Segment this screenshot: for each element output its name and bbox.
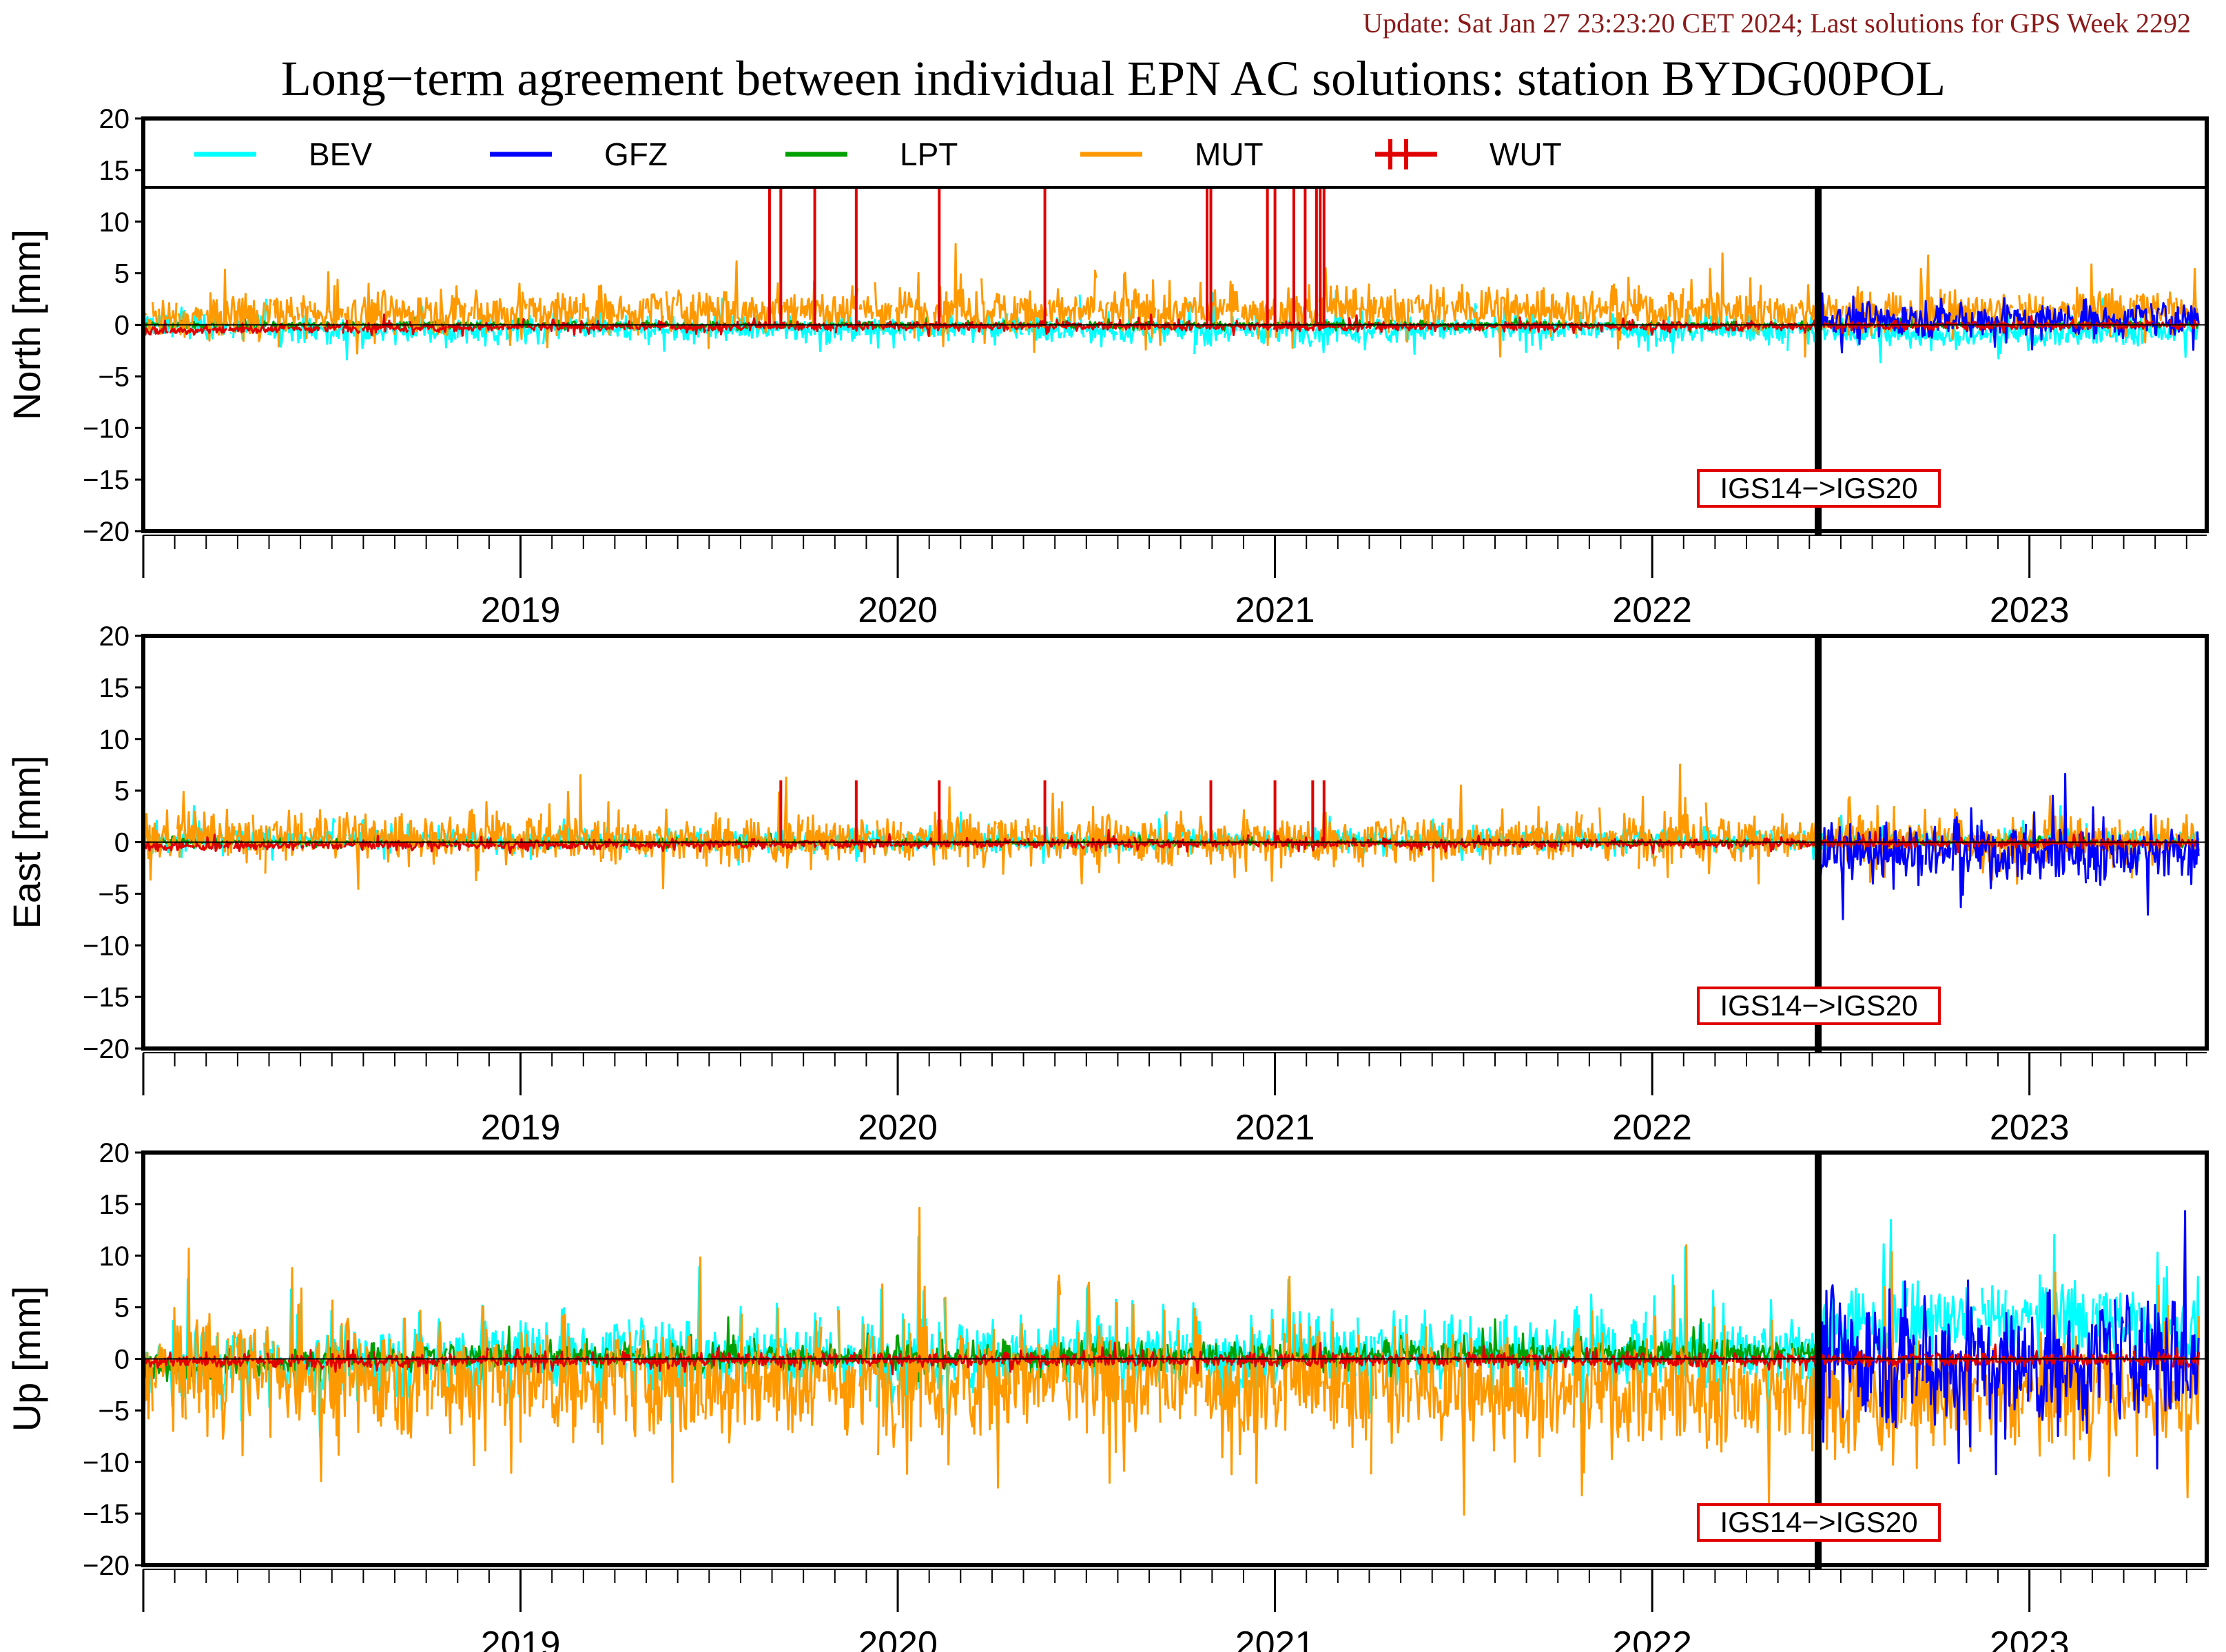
y-tick-label: −5: [98, 879, 130, 909]
y-tick-label: 0: [114, 311, 130, 341]
x-tick-label: 2022: [1612, 1108, 1692, 1148]
x-tick-label: 2020: [858, 1108, 938, 1148]
y-tick-label: 15: [99, 1190, 130, 1220]
legend-label-mut: MUT: [1195, 136, 1264, 172]
y-tick-label: −5: [98, 1396, 130, 1426]
panel-frame: [141, 1150, 2209, 1567]
series-mut: [143, 763, 2201, 890]
panel-frame: [141, 634, 2209, 1051]
frame-change-box: [1697, 1503, 1941, 1542]
x-tick-label: 2019: [481, 1108, 561, 1148]
frame-change-label: IGS14−>IGS20: [1720, 472, 1917, 504]
x-tick-label: 2021: [1235, 1108, 1315, 1148]
y-tick-label: 20: [99, 621, 130, 652]
frame-change-box: [1697, 469, 1941, 508]
x-tick-label: 2021: [1235, 590, 1315, 630]
y-tick-label: −15: [83, 982, 130, 1013]
y-tick-label: 10: [99, 1241, 130, 1272]
y-tick-label: −5: [98, 362, 130, 392]
frame-change-label: IGS14−>IGS20: [1720, 989, 1917, 1022]
y-tick-label: −15: [83, 1499, 130, 1529]
panel-0: 20 15 10 5 0 −5 −10 −15 −20 North [mm] 2019 2020 202…: [5, 104, 2209, 630]
x-tick-label: 2020: [858, 1624, 938, 1652]
legend: BEV GFZ LPT MUT WUT: [143, 118, 2207, 189]
series-gfz: [1817, 292, 2200, 353]
series-group: [143, 1206, 2201, 1516]
y-tick-label: −20: [83, 1551, 130, 1581]
x-tick-label: 2019: [481, 1624, 561, 1652]
y-tick-label: 20: [99, 104, 130, 134]
frame-change-box: [1697, 987, 1941, 1025]
y-tick-label: −20: [83, 517, 130, 547]
x-tick-label: 2023: [1990, 1108, 2070, 1148]
update-text: Update: Sat Jan 27 23:23:20 CET 2024; La…: [1363, 8, 2191, 39]
y-tick-label: −20: [83, 1034, 130, 1064]
y-tick-label: 15: [99, 156, 130, 186]
y-tick-label: 10: [99, 725, 130, 755]
y-tick-label: 0: [114, 1345, 130, 1375]
y-axis-label: Up [mm]: [5, 1286, 48, 1432]
x-tick-label: 2020: [858, 590, 938, 630]
chart-title: Long−term agreement between individual E…: [281, 51, 1946, 106]
x-tick-label: 2023: [1990, 1624, 2070, 1652]
y-tick-label: 20: [99, 1138, 130, 1168]
y-axis-label: East [mm]: [5, 755, 48, 929]
legend-label-lpt: LPT: [900, 136, 958, 172]
series-gfz: [1817, 772, 2200, 920]
x-tick-label: 2021: [1235, 1624, 1315, 1652]
y-tick-label: −10: [83, 1447, 130, 1478]
frame-change-label: IGS14−>IGS20: [1720, 1506, 1917, 1538]
y-tick-label: 5: [114, 1293, 130, 1323]
panel-1: 20 15 10 5 0 −5 −10 −15 −20 East [mm] 2019 2020 2021…: [5, 621, 2209, 1148]
series-gfz: [1817, 1210, 2200, 1476]
panel-2: 20 15 10 5 0 −5 −10 −15 −20 Up [mm] 2019 2020 2021 20…: [5, 1138, 2209, 1652]
y-tick-label: −15: [83, 465, 130, 495]
legend-label-bev: BEV: [309, 136, 372, 172]
y-tick-label: 15: [99, 673, 130, 703]
y-axis-label: North [mm]: [5, 229, 48, 420]
y-tick-label: 5: [114, 259, 130, 289]
legend-label-wut: WUT: [1490, 136, 1562, 172]
y-tick-label: −10: [83, 413, 130, 444]
x-tick-label: 2023: [1990, 590, 2070, 630]
y-tick-label: 10: [99, 207, 130, 238]
x-tick-label: 2022: [1612, 1624, 1692, 1652]
y-tick-label: 5: [114, 776, 130, 807]
series-mut: [143, 1206, 2201, 1516]
y-tick-label: 0: [114, 828, 130, 858]
x-tick-label: 2019: [481, 590, 561, 630]
x-tick-label: 2022: [1612, 590, 1692, 630]
y-tick-label: −10: [83, 931, 130, 961]
legend-label-gfz: GFZ: [604, 136, 668, 172]
